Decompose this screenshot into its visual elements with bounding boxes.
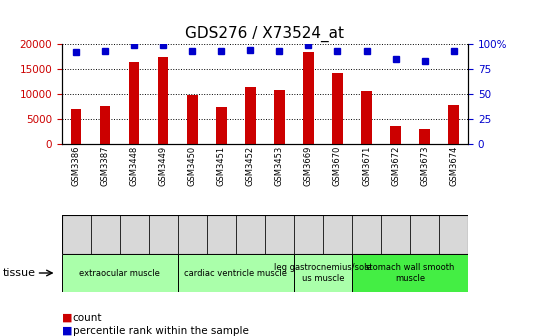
Bar <box>216 107 226 144</box>
Bar <box>187 95 197 144</box>
Bar <box>352 254 468 292</box>
Bar <box>332 74 343 144</box>
Bar <box>178 254 294 292</box>
Bar <box>294 215 323 254</box>
Bar <box>62 215 91 254</box>
Bar <box>100 106 110 144</box>
Text: stomach wall smooth
muscle: stomach wall smooth muscle <box>365 263 455 283</box>
Bar <box>207 215 236 254</box>
Text: ■: ■ <box>62 326 73 336</box>
Bar <box>158 57 168 144</box>
Bar <box>449 105 458 144</box>
Bar <box>91 215 120 254</box>
Bar <box>362 91 372 144</box>
Text: leg gastrocnemius/sole
us muscle: leg gastrocnemius/sole us muscle <box>274 263 372 283</box>
Text: extraocular muscle: extraocular muscle <box>80 268 160 278</box>
Text: percentile rank within the sample: percentile rank within the sample <box>73 326 249 336</box>
Bar <box>149 215 178 254</box>
Text: cardiac ventricle muscle: cardiac ventricle muscle <box>185 268 287 278</box>
Bar <box>120 215 149 254</box>
Bar <box>303 52 314 144</box>
Title: GDS276 / X73524_at: GDS276 / X73524_at <box>186 26 344 42</box>
Bar <box>129 62 139 144</box>
Bar <box>391 126 401 144</box>
Bar <box>439 215 468 254</box>
Bar <box>62 254 178 292</box>
Bar <box>381 215 410 254</box>
Bar <box>352 215 381 254</box>
Bar <box>420 129 430 144</box>
Bar <box>274 90 285 144</box>
Bar <box>323 215 352 254</box>
Bar <box>236 215 265 254</box>
Bar <box>410 215 439 254</box>
Bar <box>294 254 352 292</box>
Text: tissue: tissue <box>3 268 36 278</box>
Bar <box>265 215 294 254</box>
Text: count: count <box>73 312 102 323</box>
Bar <box>178 215 207 254</box>
Text: ■: ■ <box>62 312 73 323</box>
Bar <box>245 87 256 144</box>
Bar <box>72 109 81 144</box>
